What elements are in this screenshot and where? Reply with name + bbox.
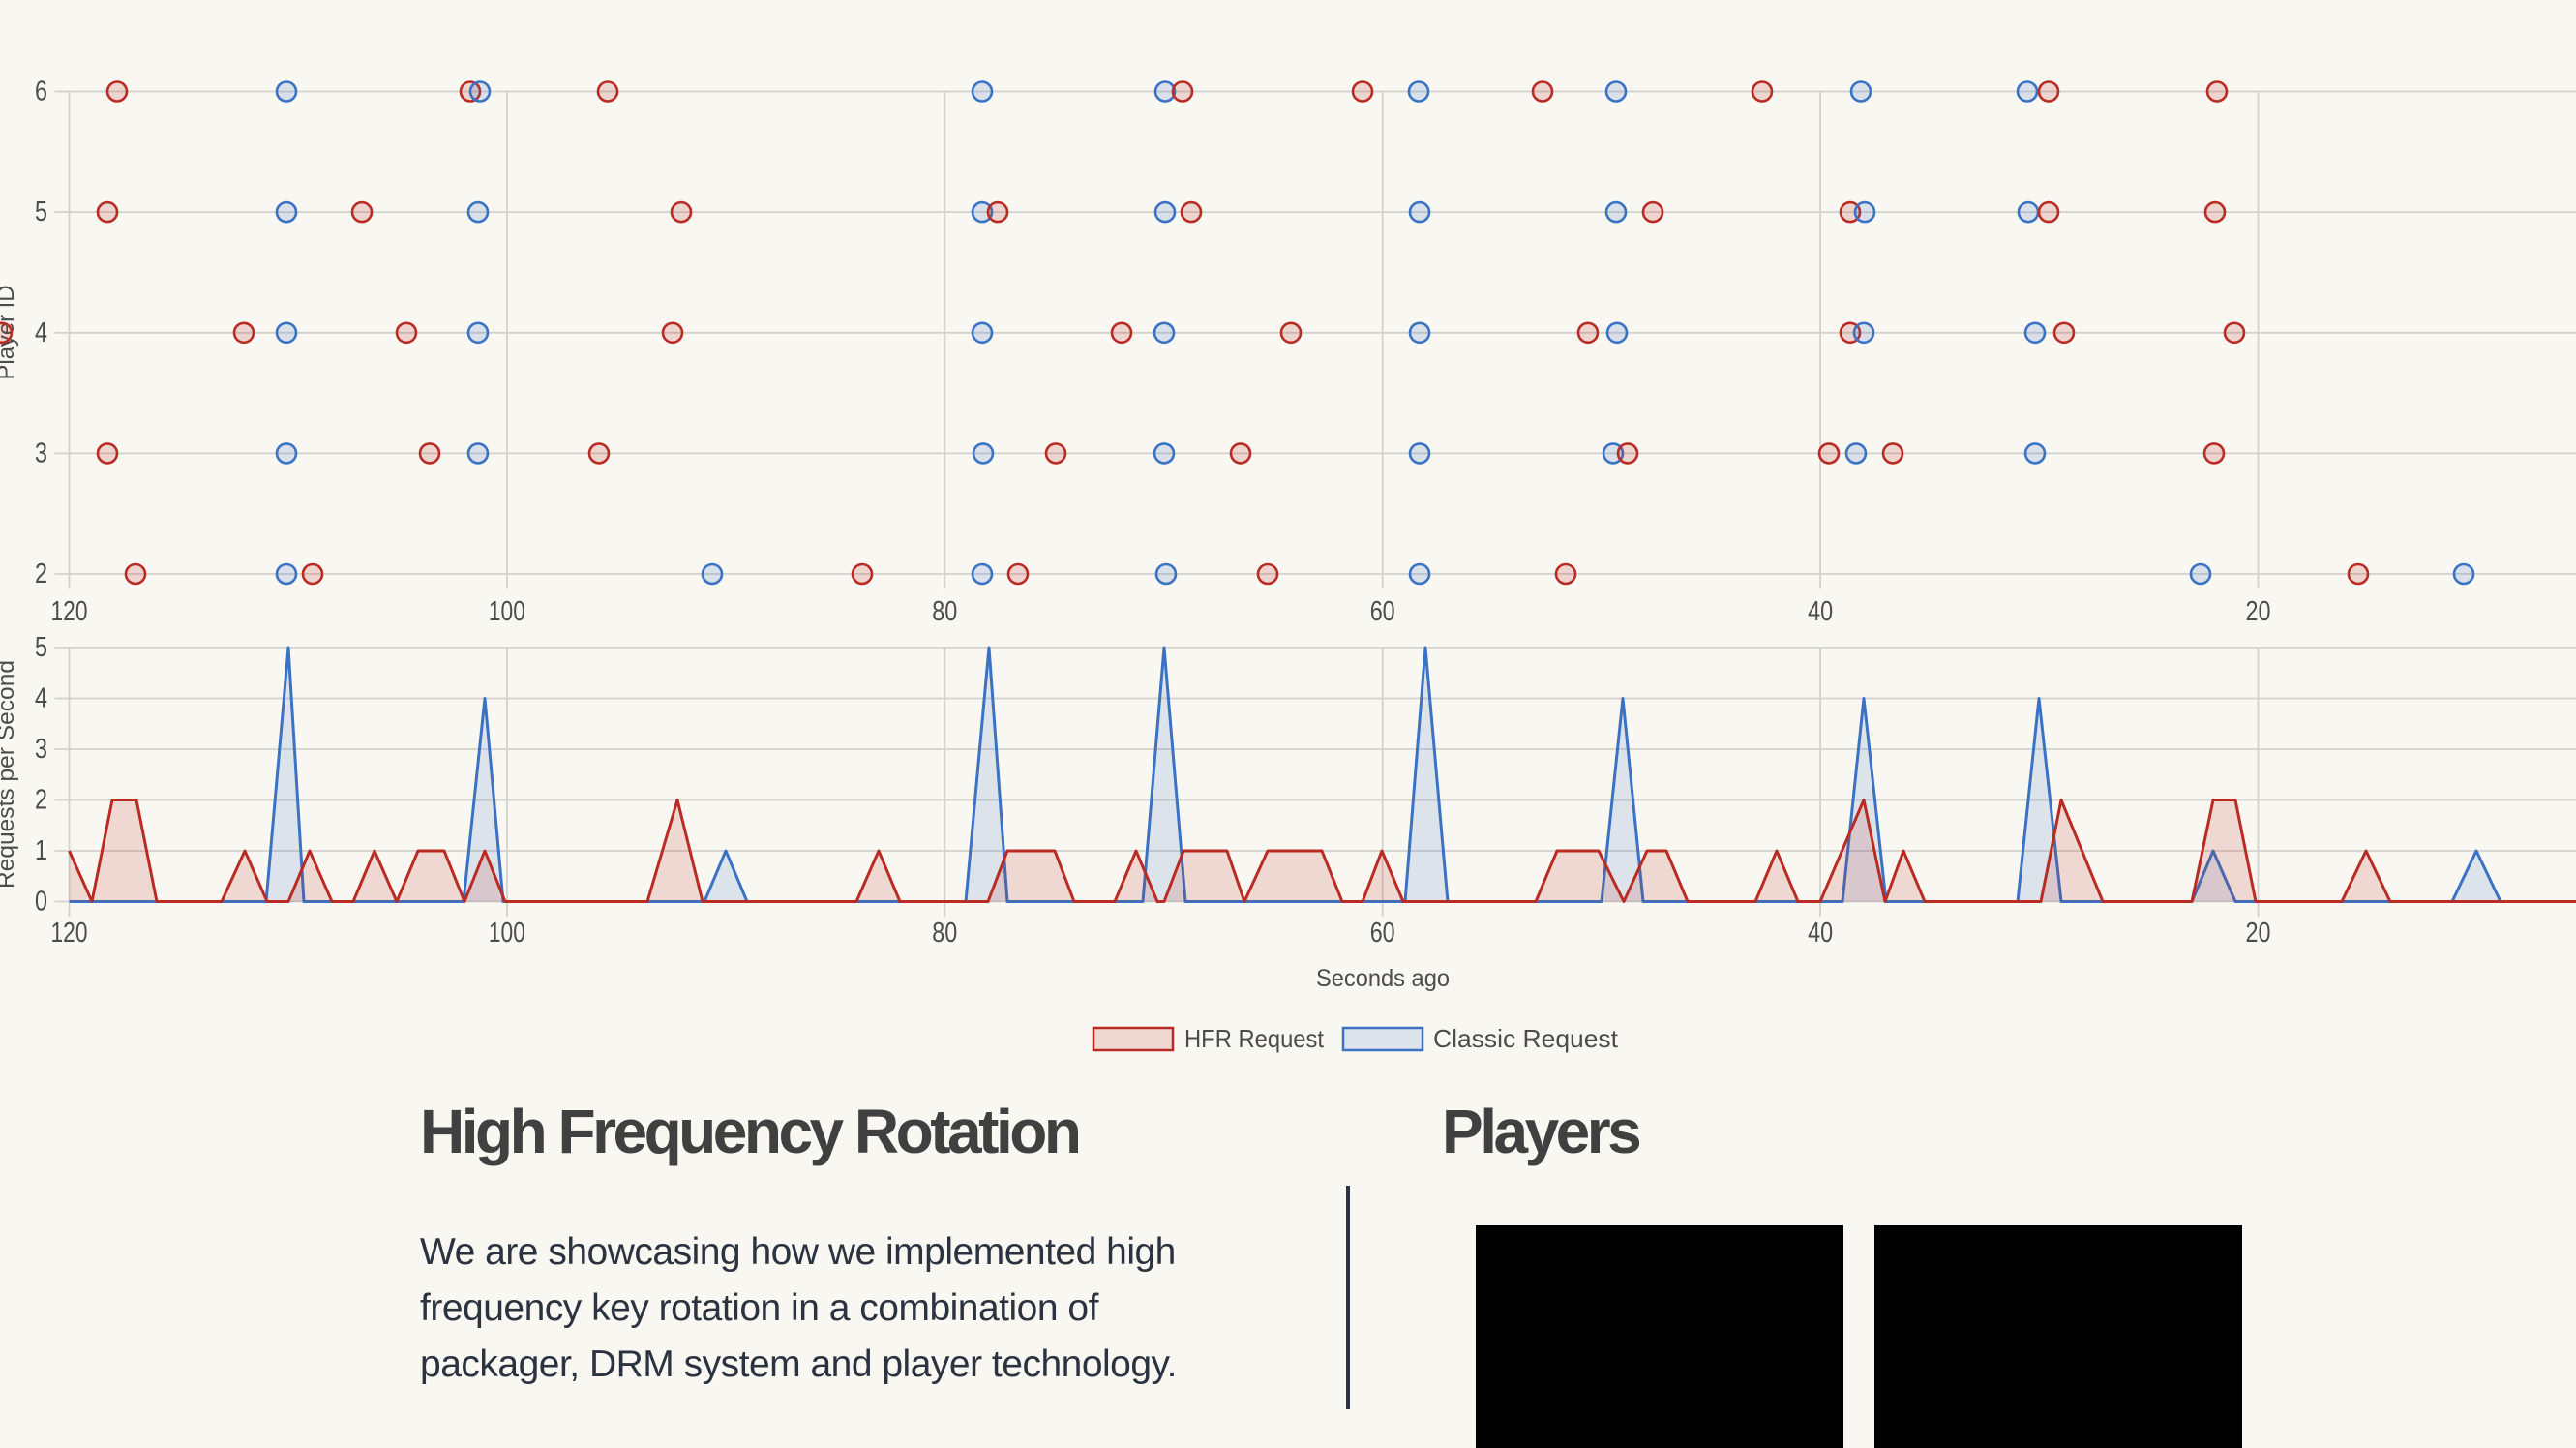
svg-text:2: 2 (35, 785, 47, 816)
svg-text:5: 5 (35, 632, 47, 663)
svg-text:20: 20 (2246, 596, 2271, 627)
svg-text:Seconds ago: Seconds ago (1316, 965, 1450, 992)
svg-text:2: 2 (35, 558, 47, 589)
svg-text:20: 20 (2246, 918, 2271, 949)
svg-text:60: 60 (1370, 596, 1395, 627)
svg-text:120: 120 (51, 596, 88, 627)
svg-text:100: 100 (489, 918, 525, 949)
svg-text:120: 120 (51, 918, 88, 949)
svg-text:60: 60 (1370, 918, 1395, 949)
svg-text:HFR Request: HFR Request (1184, 1024, 1325, 1053)
svg-text:0: 0 (35, 887, 47, 918)
svg-text:5: 5 (35, 196, 47, 227)
svg-text:4: 4 (35, 683, 47, 714)
svg-text:1: 1 (35, 835, 47, 866)
svg-text:6: 6 (35, 76, 47, 107)
svg-text:Classic Request: Classic Request (1433, 1024, 1619, 1053)
svg-text:3: 3 (35, 734, 47, 765)
svg-text:3: 3 (35, 437, 47, 468)
svg-text:100: 100 (489, 596, 525, 627)
svg-text:4: 4 (35, 317, 47, 348)
svg-text:80: 80 (932, 918, 957, 949)
svg-text:40: 40 (1808, 596, 1833, 627)
svg-text:80: 80 (932, 596, 957, 627)
svg-text:Requests per Second: Requests per Second (0, 660, 19, 889)
svg-text:40: 40 (1808, 918, 1833, 949)
